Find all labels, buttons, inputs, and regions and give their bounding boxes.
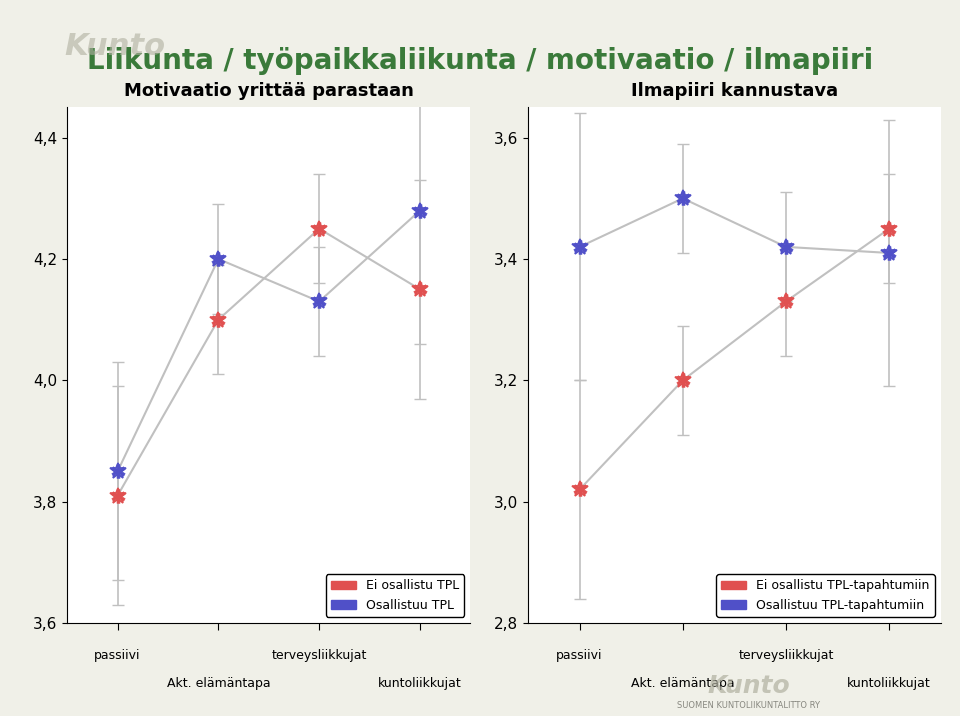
Title: Motivaatio yrittää parastaan: Motivaatio yrittää parastaan	[124, 82, 414, 100]
Point	[109, 465, 125, 477]
Point	[413, 284, 428, 295]
Point	[675, 193, 690, 204]
Text: kuntoliikkujat: kuntoliikkujat	[848, 677, 931, 690]
Text: Liikunta / työpaikkaliikunta / motivaatio / ilmapiiri: Liikunta / työpaikkaliikunta / motivaati…	[86, 47, 874, 75]
Text: Kunto: Kunto	[708, 674, 790, 698]
Point	[210, 314, 227, 325]
Point	[572, 484, 588, 495]
Text: passiivi: passiivi	[94, 649, 141, 662]
Point	[210, 253, 227, 265]
Point	[311, 223, 326, 234]
Text: passiivi: passiivi	[557, 649, 603, 662]
Text: Akt. elämäntapa: Akt. elämäntapa	[631, 677, 734, 690]
Text: SUOMEN KUNTOLIIKUNTALITTO RY: SUOMEN KUNTOLIIKUNTALITTO RY	[678, 702, 820, 710]
Point	[109, 490, 125, 501]
Point	[413, 205, 428, 216]
Point	[572, 241, 588, 253]
Point	[779, 296, 794, 307]
Legend: Ei osallistu TPL, Osallistuu TPL: Ei osallistu TPL, Osallistuu TPL	[325, 574, 464, 616]
Text: terveysliikkujat: terveysliikkujat	[272, 649, 367, 662]
Text: Kunto: Kunto	[64, 32, 166, 61]
Point	[881, 223, 897, 234]
Text: Akt. elämäntapa: Akt. elämäntapa	[167, 677, 270, 690]
Legend: Ei osallistu TPL-tapahtumiin, Osallistuu TPL-tapahtumiin: Ei osallistu TPL-tapahtumiin, Osallistuu…	[716, 574, 934, 616]
Point	[675, 374, 690, 386]
Point	[881, 247, 897, 258]
Point	[311, 296, 326, 307]
Point	[779, 241, 794, 253]
Title: Ilmapiiri kannustava: Ilmapiiri kannustava	[631, 82, 838, 100]
Text: terveysliikkujat: terveysliikkujat	[738, 649, 833, 662]
Text: kuntoliikkujat: kuntoliikkujat	[378, 677, 462, 690]
